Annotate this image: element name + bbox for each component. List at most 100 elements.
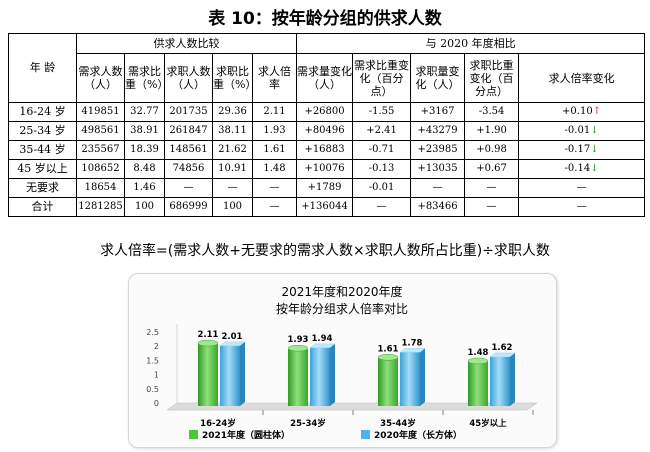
table-row: 合计 1281285 100 686999 100— +136044— +83466— — — [8, 197, 646, 217]
bar-2020 — [400, 352, 420, 406]
table-cell: — — [410, 178, 466, 198]
legend-swatch-2020 — [361, 430, 370, 439]
table-title: 表 10：按年龄分组的供求人数 — [208, 9, 442, 29]
table-cell: — — [518, 178, 646, 198]
table-cell: — — [212, 178, 253, 198]
table-row: 16-24 岁 419851 32.77 201735 29.36 2.11 +26800-… — [8, 102, 646, 122]
y-tick-label: 1 — [154, 371, 159, 380]
table-cell: 100 — [124, 197, 165, 217]
table-cell: 74856 — [164, 159, 213, 179]
ratio-change-value: -0.17 — [564, 144, 591, 155]
bar-2020-side — [420, 348, 425, 406]
x-tick-label: 25-34岁 — [290, 418, 326, 429]
age-header: 年 龄 — [8, 33, 77, 103]
data-label-2021: 2.11 — [198, 330, 219, 340]
table-cell: +26800 — [296, 102, 354, 122]
table-cell: — — [251, 197, 298, 217]
table-cell: 21.62 — [212, 140, 253, 160]
table-cell: 498561 — [76, 121, 125, 141]
table-cell: +23985 — [410, 140, 466, 160]
table-cell: +3167 — [410, 102, 466, 122]
column-header: 求职比重变化（百分点） — [464, 53, 520, 103]
table-cell: 38.91 — [124, 121, 165, 141]
arrow-down-icon: ↓ — [590, 163, 599, 174]
chart-subtitle: 按年龄分组求人倍率对比 — [276, 301, 408, 316]
row-label: 25-34 岁 — [8, 121, 77, 141]
table-cell: 10.91 — [212, 159, 253, 179]
table-cell: 1.46 — [124, 178, 165, 198]
y-tick-label: 2.5 — [146, 328, 159, 337]
table-cell: +16883 — [296, 140, 354, 160]
bar-2021-top — [377, 354, 399, 361]
table-cell: 235567 — [76, 140, 125, 160]
data-label-2020: 1.78 — [402, 338, 423, 348]
bar-2021-top — [197, 339, 219, 347]
table-cell: 148561 — [164, 140, 213, 160]
data-label-2021: 1.61 — [378, 344, 399, 354]
table-cell: 108652 — [76, 159, 125, 179]
bar-2020 — [220, 345, 240, 406]
table-cell: 261847 — [164, 121, 213, 141]
column-header: 需求比重变化（百分点） — [352, 53, 412, 103]
arrow-down-icon: ↓ — [590, 144, 599, 155]
table-cell: -0.13 — [352, 159, 412, 179]
table-cell: +2.41 — [352, 121, 412, 141]
table-row: 25-34 岁 498561 38.91 261847 38.11 1.93 +80496 +… — [8, 121, 646, 141]
legend-label-2021: 2021年度（圆柱体） — [202, 429, 290, 441]
y-tick-label: 2 — [154, 342, 159, 351]
table-cell: +0.10↑ — [518, 102, 646, 122]
ratio-change-value: -0.01 — [564, 125, 591, 136]
y-tick-label: 0 — [154, 399, 159, 408]
column-header: 求人倍率 — [251, 53, 298, 103]
data-label-2020: 1.62 — [492, 343, 513, 353]
x-tick-label: 45岁以上 — [469, 418, 507, 429]
table-cell: +1.90 — [464, 121, 520, 141]
x-tick-label: 35-44岁 — [380, 418, 416, 429]
row-label: 无要求 — [8, 178, 77, 198]
data-label-2020: 1.94 — [312, 334, 333, 344]
table-cell: 32.77 — [124, 102, 165, 122]
row-label: 35-44 岁 — [8, 140, 77, 160]
ratio-change-value: +0.10 — [562, 106, 593, 117]
bar-2021 — [288, 348, 308, 406]
table-cell: 38.11 — [212, 121, 253, 141]
table-cell: — — [164, 178, 213, 198]
bar-2020-top — [309, 343, 336, 349]
table-row: 35-44 岁 235567 18.39 148561 21.62 1.61 +16883 -… — [8, 140, 646, 160]
table-cell: 201735 — [164, 102, 213, 122]
arrow-down-icon: ↓ — [590, 125, 599, 136]
bar-2021 — [378, 357, 398, 406]
table-cell: 18.39 — [124, 140, 165, 160]
table-cell: -0.01 — [352, 178, 412, 198]
table-cell: +13035 — [410, 159, 466, 179]
bar-2020 — [490, 356, 510, 406]
bar-2021 — [468, 360, 488, 406]
column-header: 求职人数（人） — [164, 53, 213, 103]
row-label: 16-24 岁 — [8, 102, 77, 122]
column-header: 需求比重（%） — [124, 53, 165, 103]
table-cell: 419851 — [76, 102, 125, 122]
row-label: 合计 — [8, 197, 77, 217]
table-cell: 1.61 — [251, 140, 298, 160]
table-cell: +83466 — [410, 197, 466, 217]
table-cell: +0.67 — [464, 159, 520, 179]
table-cell: -0.14↓ — [518, 159, 646, 179]
bar-2021-top — [287, 344, 309, 352]
bar-2020-side — [240, 341, 245, 406]
table-cell: 1.48 — [251, 159, 298, 179]
row-label: 45 岁以上 — [8, 159, 77, 179]
group-header-comparison: 供求人数比较 — [75, 33, 298, 54]
arrow-up-icon: ↑ — [592, 106, 602, 117]
table-cell: +136044 — [296, 197, 354, 217]
table-cell: -3.54 — [464, 102, 520, 122]
data-label-2021: 1.48 — [468, 348, 489, 358]
table-cell: — — [352, 197, 412, 217]
formula-note: 求人倍率=(需求人数+无要求的需求人数×求职人数所占比重)÷求职人数 — [100, 243, 550, 259]
y-tick-label: 1.5 — [146, 356, 159, 365]
table-cell: +43279 — [410, 121, 466, 141]
table-cell: -1.55 — [352, 102, 412, 122]
supply-demand-table: 年 龄 供求人数比较 与 2020 年度相比 需求人数（人） 需求比重（%） 求职人… — [8, 33, 646, 217]
bar-2021 — [198, 343, 218, 406]
table-cell: — — [251, 178, 298, 198]
